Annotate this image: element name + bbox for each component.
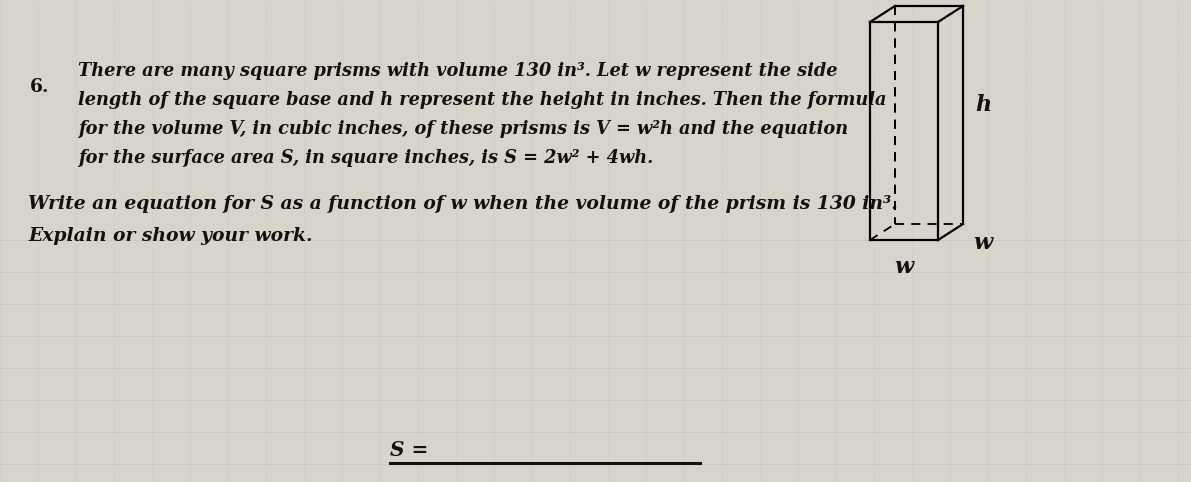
Text: Explain or show your work.: Explain or show your work. xyxy=(29,227,312,245)
Text: There are many square prisms with volume 130 in³. Let w represent the side: There are many square prisms with volume… xyxy=(77,62,837,80)
Text: for the surface area S, in square inches, is S = 2w² + 4wh.: for the surface area S, in square inches… xyxy=(77,149,653,167)
Text: 6.: 6. xyxy=(30,78,50,96)
Text: w: w xyxy=(973,232,992,254)
Text: w: w xyxy=(894,256,913,278)
Text: for the volume V, in cubic inches, of these prisms is V = w²h and the equation: for the volume V, in cubic inches, of th… xyxy=(77,120,848,138)
Text: length of the square base and h represent the height in inches. Then the formula: length of the square base and h represen… xyxy=(77,91,886,109)
Text: h: h xyxy=(975,94,991,116)
Text: Write an equation for S as a function of w when the volume of the prism is 130 i: Write an equation for S as a function of… xyxy=(29,195,898,213)
Text: S =: S = xyxy=(389,440,429,460)
